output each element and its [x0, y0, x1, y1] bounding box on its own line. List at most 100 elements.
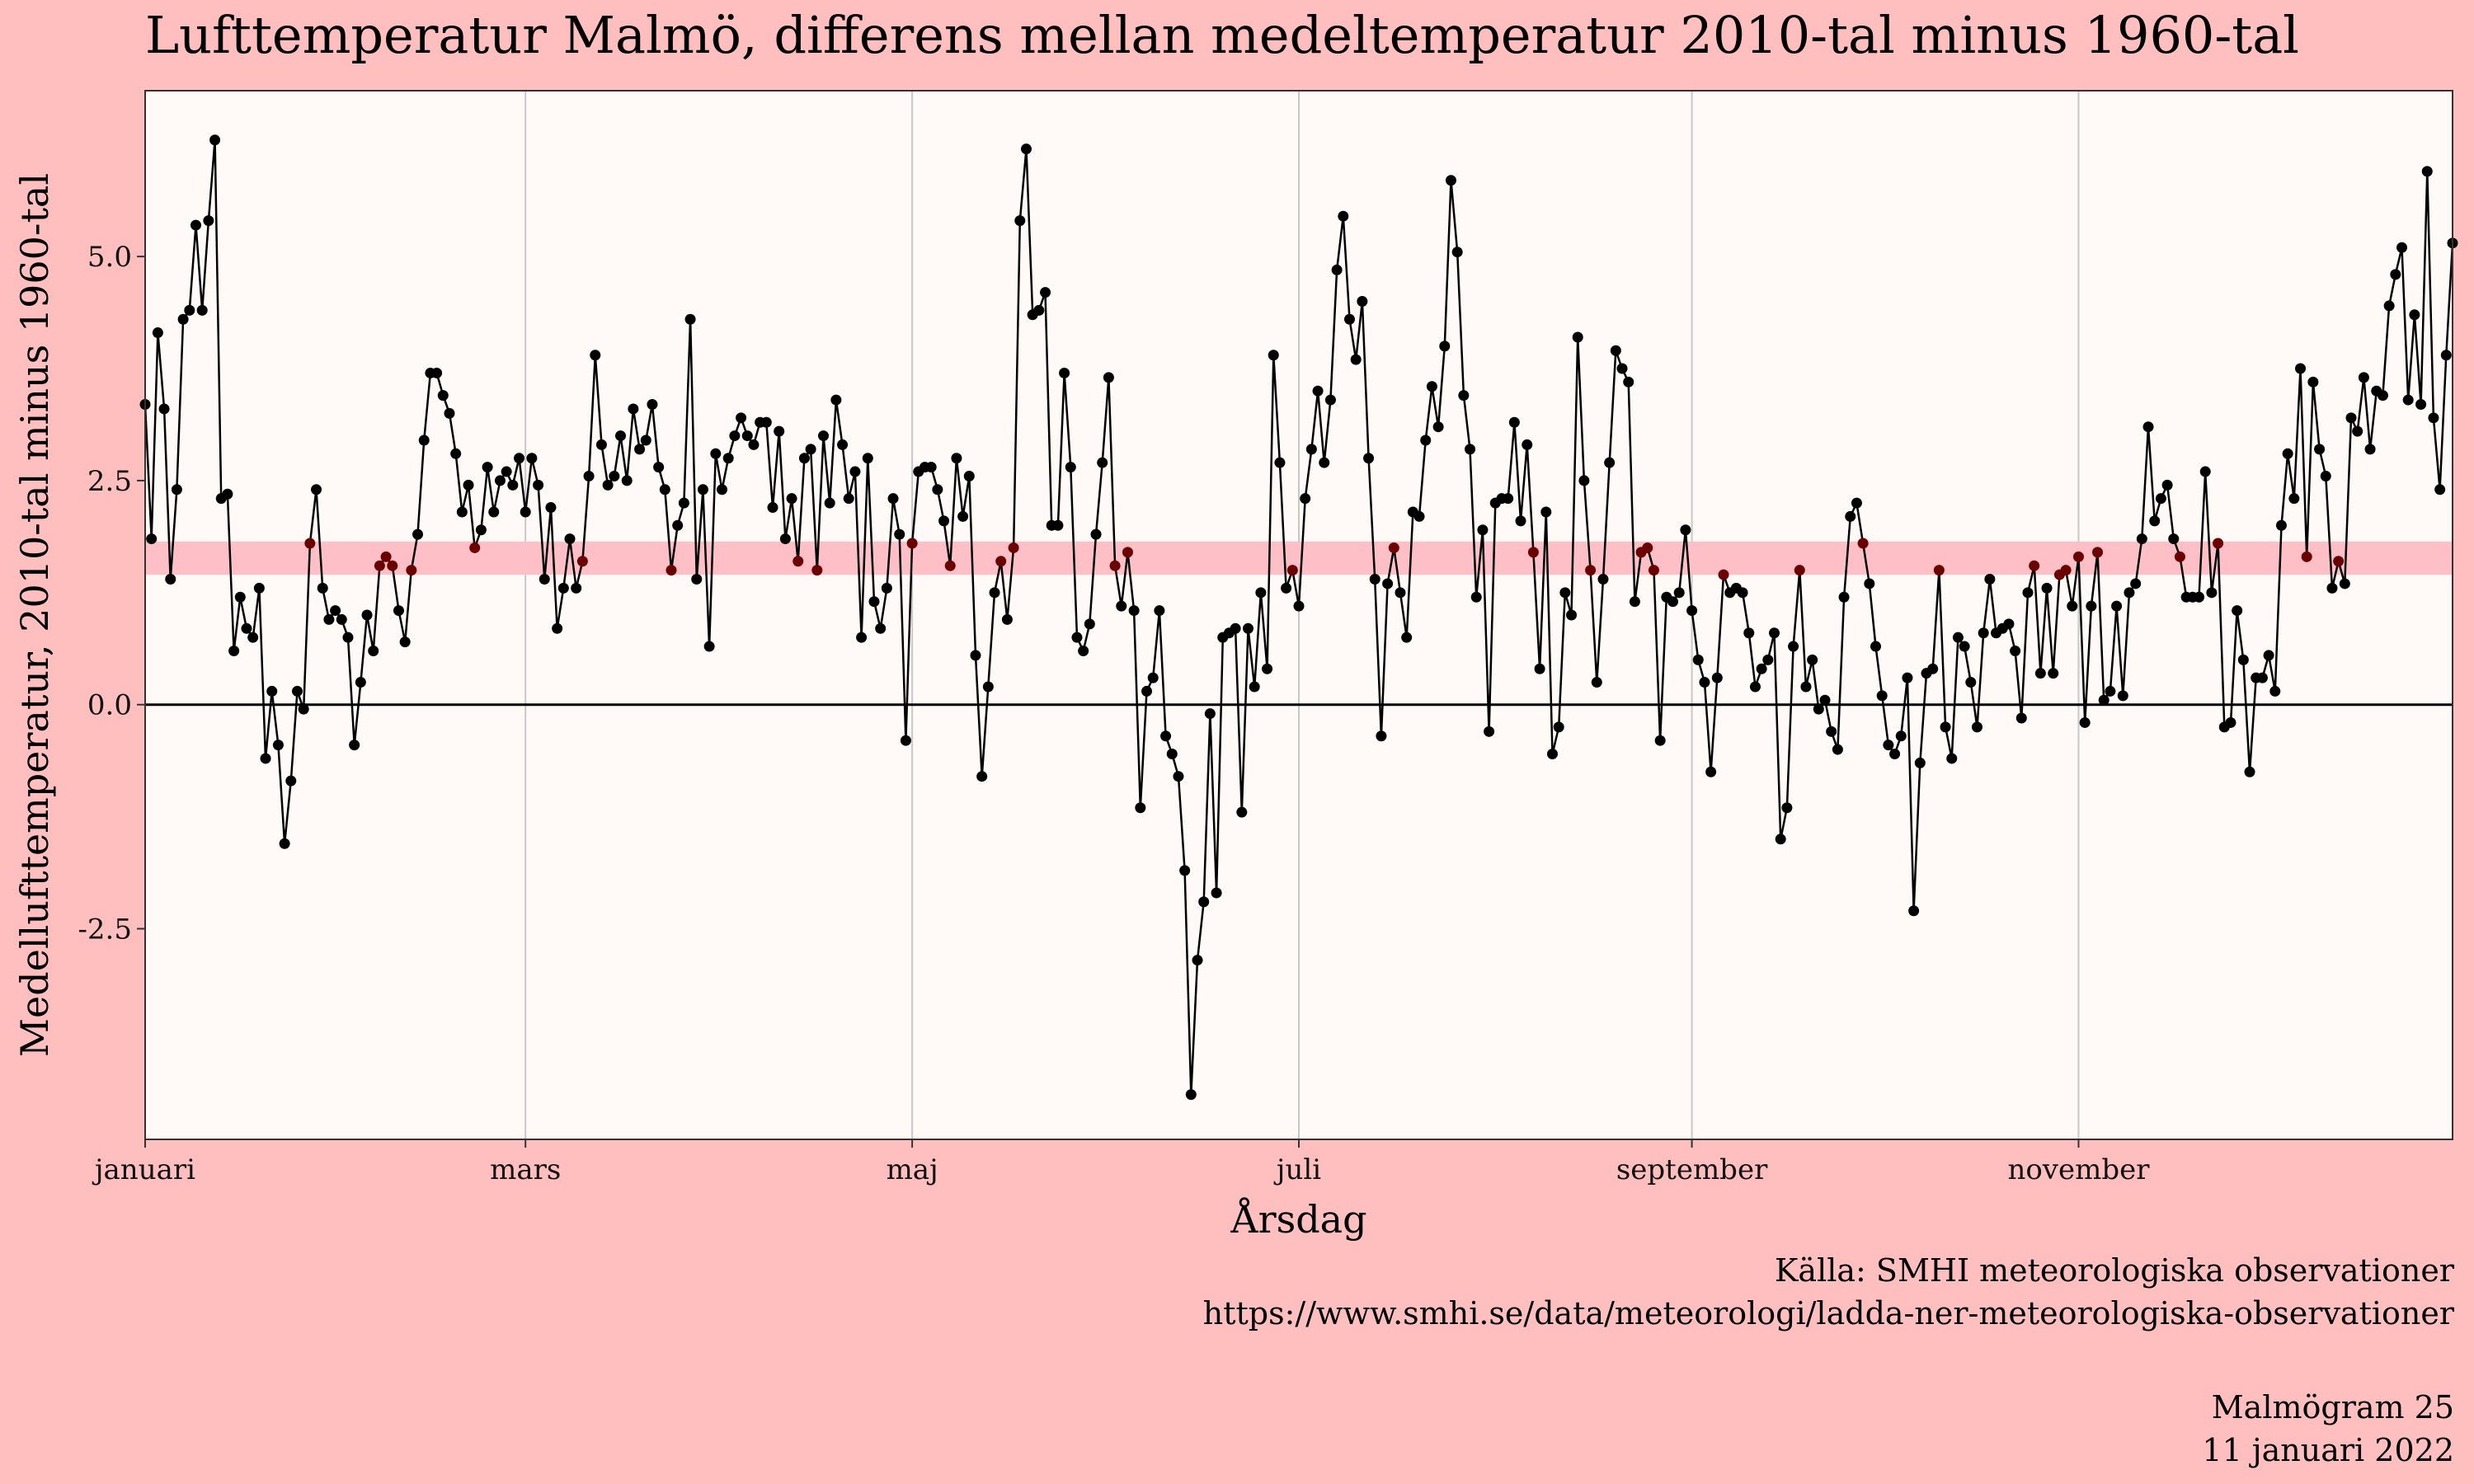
data-point-283: [1927, 663, 1939, 674]
data-point-6: [171, 484, 182, 495]
data-point-117: [875, 622, 887, 634]
data-point-35: [355, 677, 366, 688]
data-point-299: [2029, 560, 2040, 571]
data-point-224: [1553, 721, 1564, 733]
data-point-254: [1743, 627, 1755, 639]
x-tick-label-januari: januari: [92, 1153, 195, 1186]
data-point-167: [1192, 955, 1203, 966]
data-point-223: [1546, 749, 1558, 760]
data-point-91: [710, 448, 722, 459]
data-point-132: [970, 650, 981, 661]
data-point-20: [260, 753, 271, 764]
data-point-255: [1749, 681, 1761, 693]
data-point-195: [1369, 574, 1380, 585]
data-point-31: [330, 605, 341, 617]
data-point-298: [2022, 587, 2034, 599]
data-point-22: [272, 740, 284, 751]
data-point-54: [475, 524, 487, 536]
data-point-69: [571, 582, 582, 594]
data-point-71: [583, 470, 595, 481]
data-point-105: [798, 453, 810, 464]
data-point-173: [1230, 622, 1241, 634]
data-point-363: [2434, 484, 2446, 495]
data-point-7: [177, 313, 189, 325]
data-point-339: [2282, 448, 2293, 459]
data-point-266: [1819, 694, 1831, 706]
source-caption: Källa: SMHI meteorologiska observationer: [1775, 1252, 2454, 1289]
x-axis-label: Årsdag: [1230, 1196, 1366, 1242]
data-point-44: [412, 528, 424, 540]
data-point-85: [672, 519, 684, 531]
data-point-40: [387, 560, 398, 571]
data-point-74: [602, 479, 614, 491]
data-point-244: [1680, 524, 1691, 536]
data-point-33: [342, 632, 354, 643]
data-point-342: [2301, 551, 2312, 562]
data-point-51: [456, 506, 468, 518]
data-point-262: [1794, 565, 1805, 576]
data-point-211: [1470, 591, 1482, 603]
data-point-322: [2174, 551, 2185, 562]
data-point-113: [849, 466, 861, 477]
chart-title: Lufttemperatur Malmö, differens mellan m…: [145, 5, 2299, 65]
data-point-166: [1185, 1089, 1197, 1101]
data-point-202: [1413, 510, 1425, 522]
data-point-37: [368, 645, 379, 656]
data-point-170: [1211, 887, 1222, 899]
data-point-328: [2213, 538, 2224, 549]
data-point-47: [431, 367, 443, 378]
data-point-86: [678, 497, 689, 509]
data-point-34: [349, 740, 360, 751]
data-point-53: [469, 542, 481, 553]
data-point-106: [805, 444, 816, 455]
data-point-233: [1610, 345, 1621, 356]
data-point-189: [1331, 264, 1343, 275]
data-point-153: [1103, 372, 1114, 383]
x-tick-label-juli: juli: [1273, 1153, 1321, 1186]
data-point-162: [1160, 730, 1172, 742]
data-point-133: [976, 771, 988, 782]
data-point-259: [1775, 834, 1786, 845]
data-point-336: [2263, 650, 2274, 661]
data-point-140: [1020, 143, 1032, 155]
data-points: [139, 134, 2458, 1101]
data-point-3: [152, 327, 163, 339]
data-point-222: [1540, 506, 1552, 518]
publication-date: 11 januari 2022: [2202, 1432, 2454, 1468]
data-point-70: [576, 556, 588, 567]
data-point-301: [2041, 582, 2053, 594]
data-point-344: [2314, 444, 2326, 455]
data-point-207: [1445, 175, 1456, 186]
y-axis-ticks: -2.5 0.0 2.5 5.0: [78, 241, 145, 946]
data-point-23: [279, 838, 290, 849]
data-point-164: [1173, 771, 1184, 782]
data-point-234: [1616, 363, 1628, 374]
data-point-25: [291, 685, 303, 697]
vertical-gridlines: [524, 91, 2080, 1139]
data-point-90: [703, 641, 715, 652]
data-point-121: [900, 735, 911, 746]
data-point-165: [1179, 865, 1191, 876]
data-point-77: [621, 475, 633, 486]
data-point-174: [1236, 806, 1248, 818]
data-point-356: [2390, 269, 2401, 280]
data-point-93: [722, 453, 734, 464]
data-point-148: [1071, 632, 1083, 643]
data-point-192: [1350, 354, 1362, 365]
data-point-348: [2339, 578, 2350, 589]
data-point-315: [2130, 578, 2142, 589]
data-point-302: [2048, 668, 2059, 679]
data-point-82: [653, 462, 665, 473]
data-point-11: [203, 215, 214, 227]
x-axis-ticks: januari mars maj juli september november: [92, 1139, 2150, 1186]
data-point-318: [2149, 515, 2161, 527]
data-point-273: [1864, 578, 1875, 589]
data-point-72: [590, 350, 601, 361]
data-point-306: [2072, 551, 2084, 562]
data-point-146: [1059, 367, 1070, 378]
data-point-134: [982, 681, 994, 693]
data-point-216: [1503, 493, 1514, 505]
data-point-206: [1439, 340, 1451, 352]
data-point-204: [1426, 381, 1437, 392]
